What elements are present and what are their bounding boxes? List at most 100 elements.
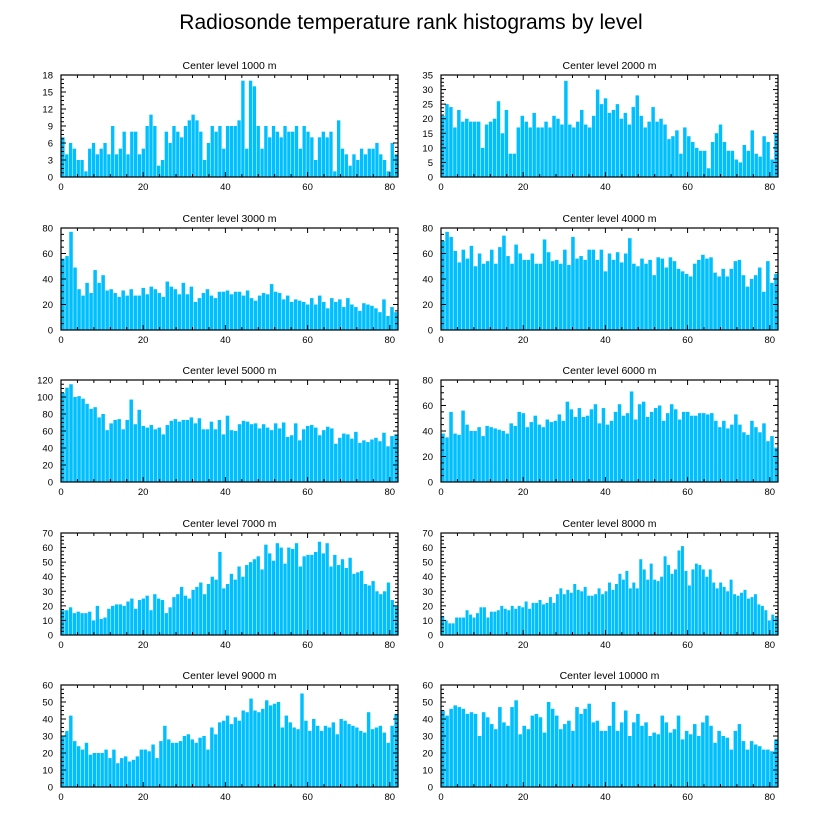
- bar: [623, 710, 628, 787]
- bar: [338, 437, 342, 482]
- bar: [531, 602, 535, 635]
- bar: [245, 565, 249, 635]
- bar: [709, 257, 713, 330]
- y-tick-label: 20: [422, 749, 433, 760]
- bar: [120, 758, 124, 787]
- bar: [205, 289, 210, 330]
- bar: [575, 258, 579, 330]
- bar: [298, 148, 303, 177]
- bar: [710, 413, 714, 482]
- bar: [248, 562, 253, 635]
- bar: [568, 124, 572, 177]
- bar: [730, 150, 735, 177]
- bar: [183, 126, 188, 177]
- bar: [652, 732, 656, 787]
- bar: [675, 130, 679, 177]
- bar: [297, 440, 302, 482]
- bar: [518, 734, 522, 787]
- bar: [451, 623, 455, 635]
- bar: [271, 560, 276, 635]
- bar: [646, 579, 650, 635]
- bar: [645, 416, 650, 482]
- bar: [284, 715, 289, 787]
- bar: [449, 107, 453, 177]
- bar: [103, 617, 107, 635]
- bar: [660, 715, 665, 787]
- bar: [636, 713, 640, 787]
- bar: [366, 712, 371, 787]
- x-tick-label: 20: [518, 487, 529, 498]
- bar: [93, 407, 97, 482]
- x-tick-label: 20: [518, 792, 529, 803]
- bar: [555, 594, 559, 635]
- bar: [640, 725, 644, 787]
- bar: [264, 544, 268, 635]
- bar: [268, 137, 272, 177]
- bar: [481, 263, 486, 330]
- bar: [530, 253, 535, 330]
- y-tick-label: 3: [48, 156, 53, 167]
- bar: [141, 287, 145, 330]
- x-tick-label: 80: [384, 487, 395, 498]
- bar: [194, 742, 198, 787]
- bar: [81, 398, 85, 482]
- bar: [637, 404, 642, 482]
- bar: [125, 419, 129, 482]
- bar: [738, 162, 743, 177]
- bar: [296, 729, 300, 787]
- bar: [118, 148, 123, 177]
- bar: [554, 259, 559, 330]
- bar: [277, 428, 282, 482]
- bar: [684, 273, 689, 330]
- y-tick-label: 60: [42, 427, 53, 438]
- bar: [633, 419, 638, 482]
- bar: [134, 131, 138, 177]
- bar: [649, 411, 654, 482]
- bar: [210, 727, 214, 787]
- bar: [185, 419, 190, 482]
- bar: [104, 749, 108, 787]
- bar: [611, 259, 616, 330]
- bar: [489, 611, 493, 635]
- bar: [131, 759, 136, 787]
- y-tick-label: 40: [422, 275, 433, 286]
- bar: [569, 592, 573, 635]
- x-tick-label: 0: [58, 640, 63, 651]
- bar: [329, 131, 333, 177]
- bar: [656, 257, 661, 330]
- bar: [141, 425, 145, 482]
- bar: [563, 724, 567, 787]
- bar: [198, 737, 202, 787]
- bar: [743, 589, 747, 635]
- y-tick-label: 60: [422, 249, 433, 260]
- bar: [509, 423, 513, 482]
- bar: [165, 281, 170, 330]
- bar: [80, 749, 85, 787]
- bar: [725, 276, 730, 330]
- bar: [265, 294, 270, 330]
- bar: [214, 734, 218, 787]
- x-tick-label: 80: [764, 182, 775, 193]
- bar: [73, 741, 77, 787]
- bar: [156, 598, 161, 635]
- bar: [709, 725, 713, 787]
- bar: [461, 410, 465, 482]
- bar: [168, 607, 172, 635]
- y-tick-label: 20: [42, 601, 53, 612]
- bar: [237, 120, 241, 177]
- bar: [766, 142, 770, 177]
- bar: [378, 441, 382, 482]
- bar: [583, 586, 587, 635]
- bar: [298, 566, 303, 635]
- panel-title: Center level 3000 m: [183, 213, 277, 225]
- bar: [354, 307, 358, 330]
- bar: [367, 148, 371, 177]
- bar: [618, 573, 622, 635]
- bar: [503, 608, 507, 635]
- bar: [733, 261, 738, 330]
- bar: [664, 267, 669, 330]
- bar: [762, 749, 766, 787]
- bar: [183, 595, 188, 635]
- bar: [241, 710, 245, 787]
- bar: [619, 118, 624, 177]
